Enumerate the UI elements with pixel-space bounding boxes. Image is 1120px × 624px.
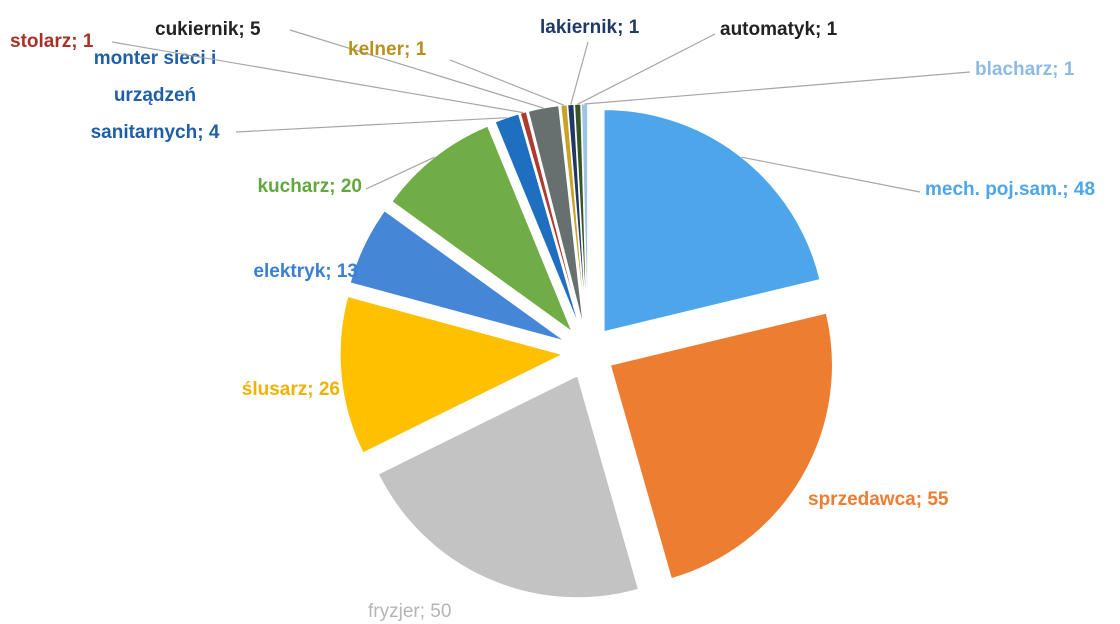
data-label: fryzjer; 50 — [368, 601, 451, 622]
leader-line — [289, 29, 544, 109]
pie-slice — [560, 104, 586, 327]
data-label: ślusarz; 26 — [242, 379, 340, 400]
data-label: kucharz; 20 — [257, 176, 362, 197]
pie-slice — [527, 105, 584, 327]
pie-slice — [377, 375, 640, 599]
data-label: lakiernik; 1 — [540, 17, 640, 38]
leader-line — [235, 117, 507, 133]
leader-line — [584, 71, 971, 105]
data-label: mech. poj.sam.; 48 — [925, 179, 1095, 200]
leader-line — [365, 156, 435, 190]
leader-line — [741, 156, 921, 193]
pie-slice — [519, 111, 582, 328]
data-label: monter sieci i urządzeń sanitarnych; 4 — [90, 48, 220, 143]
data-label: sprzedawca; 55 — [808, 489, 949, 510]
data-label: automatyk; 1 — [720, 19, 838, 40]
pie-slice — [574, 103, 588, 327]
data-label: blacharz; 1 — [975, 59, 1075, 80]
leader-line — [111, 41, 524, 114]
data-label: cukiernik; 5 — [155, 19, 261, 40]
leader-line — [449, 59, 565, 106]
data-label-box: monter sieci i urządzeń sanitarnych; 4 — [90, 48, 220, 143]
data-label: stolarz; 1 — [10, 31, 94, 52]
pie-slice — [609, 312, 833, 580]
leader-line — [570, 41, 589, 105]
leader-line — [577, 33, 716, 105]
data-label: kelner; 1 — [348, 39, 427, 60]
pie-slice — [339, 295, 564, 454]
data-label: elektryk; 13 — [253, 261, 358, 282]
pie-slice — [349, 210, 565, 342]
pie-slice — [603, 109, 821, 333]
